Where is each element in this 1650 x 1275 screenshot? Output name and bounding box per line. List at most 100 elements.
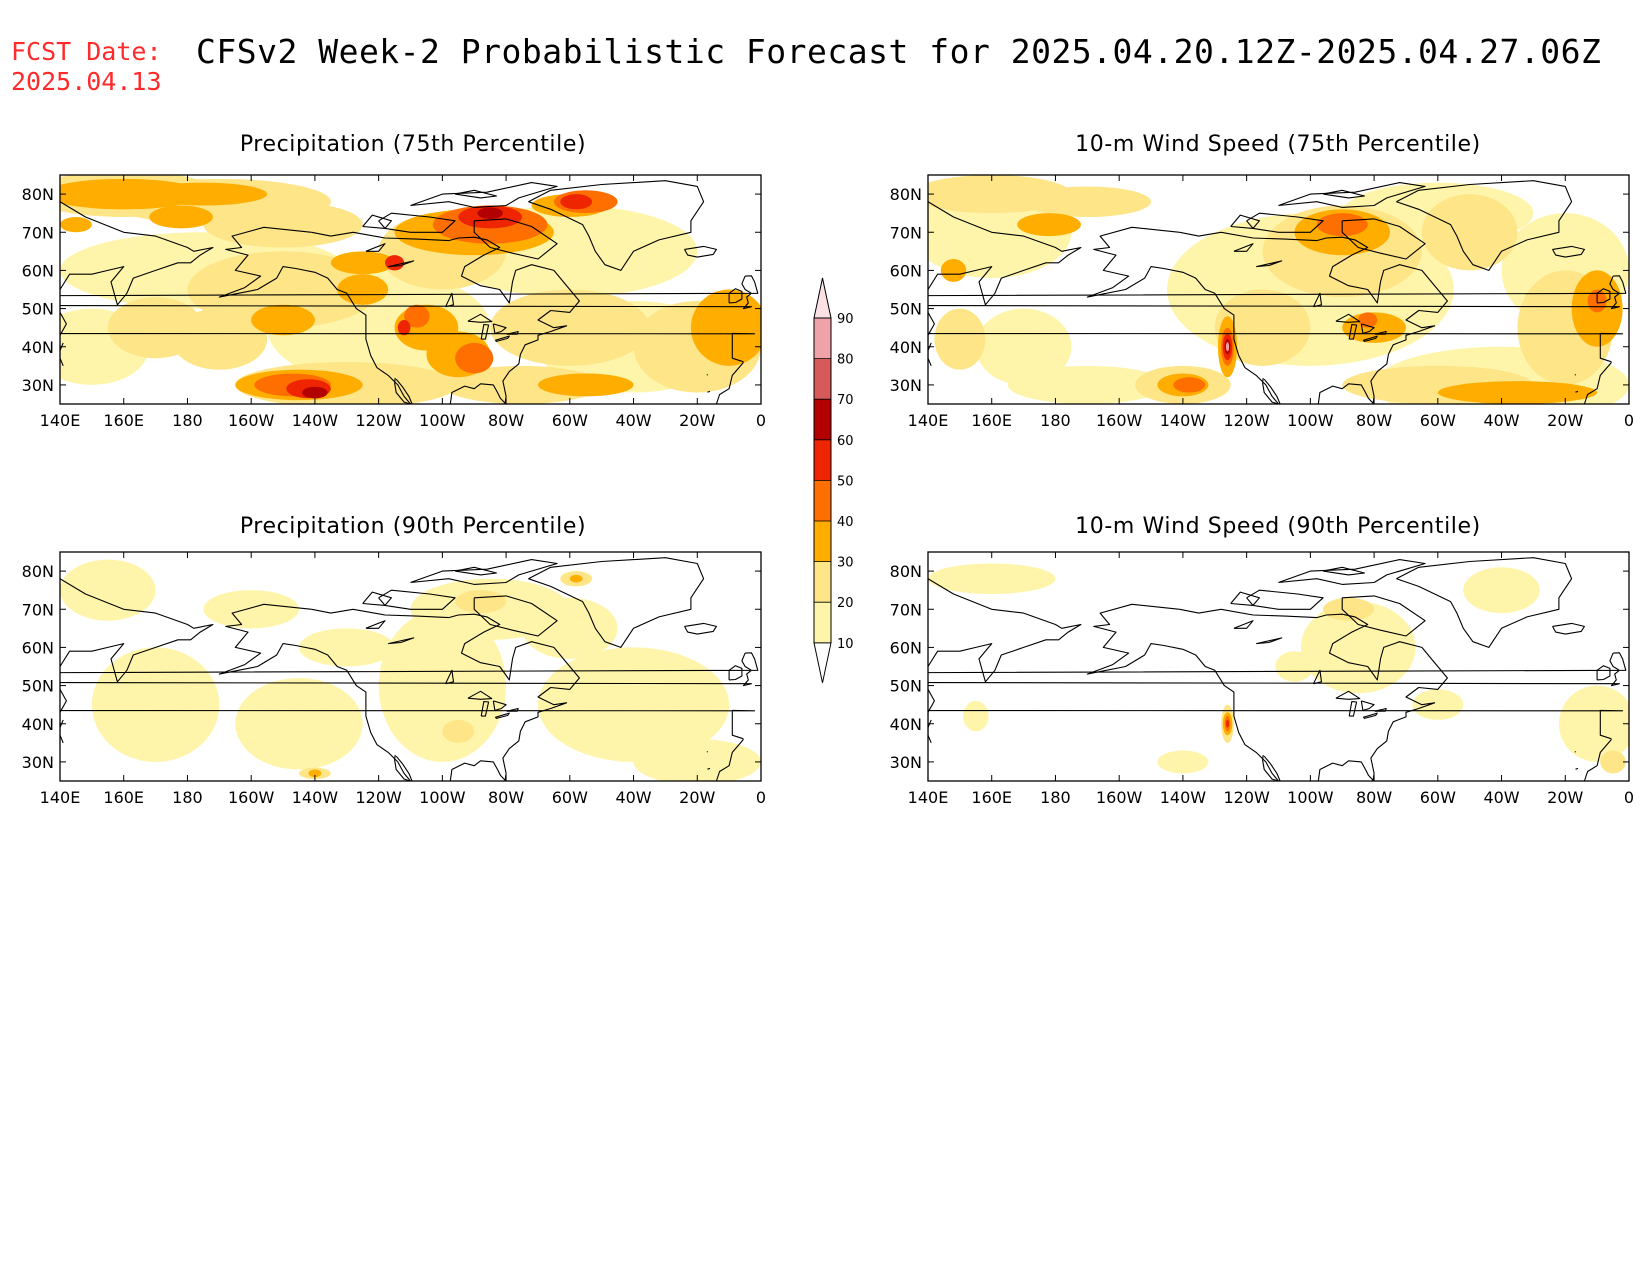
lon-tick-label: 80W	[488, 788, 524, 807]
lon-tick-label: 60W	[552, 788, 588, 807]
coastline	[1360, 700, 1375, 711]
coastline	[707, 390, 711, 393]
coastline	[728, 665, 743, 681]
coastline	[928, 201, 1082, 306]
coastline	[1552, 622, 1585, 635]
probability-area-20	[455, 590, 507, 614]
coastline	[1341, 595, 1426, 637]
lat-tick-label: 40N	[22, 715, 54, 734]
coastline	[395, 755, 413, 781]
lat-tick-label: 70N	[22, 600, 54, 619]
colorbar-segment	[814, 399, 831, 440]
map-frame	[59, 551, 762, 782]
lon-tick-label: 140E	[908, 411, 949, 430]
probability-area-50	[560, 194, 593, 210]
coastline	[1322, 566, 1366, 576]
lon-tick-label: 100W	[419, 411, 466, 430]
coastline	[60, 312, 67, 367]
coastline	[60, 201, 214, 306]
probability-area-30	[337, 274, 389, 305]
probability-area-20	[934, 308, 986, 370]
coastline	[528, 180, 705, 271]
coastline	[928, 275, 1627, 310]
lat-tick-label: 60N	[22, 261, 54, 280]
lon-tick-label: 120W	[1223, 411, 1270, 430]
map-panel-precip75: 140E 160E 180 160W 140W 120W 100W 80W 60W 40W 20W 0…	[22, 174, 766, 430]
lon-tick-label: 160E	[971, 411, 1012, 430]
coastline	[378, 212, 456, 233]
coastline	[494, 335, 510, 342]
lon-tick-label: 0	[1624, 411, 1634, 430]
coastline	[395, 378, 413, 404]
map-frame	[927, 551, 1630, 782]
colorbar-segment	[814, 561, 831, 603]
colorbar-segment	[814, 318, 831, 359]
lat-tick-label: 30N	[22, 753, 54, 772]
lat-tick-label: 70N	[890, 223, 922, 242]
coastline	[715, 362, 744, 404]
coastline	[1348, 701, 1358, 717]
map-panel-precip90: 140E 160E 180 160W 140W 120W 100W 80W 60W 40W 20W 0…	[22, 551, 766, 807]
coastline	[365, 243, 386, 252]
coastline	[1374, 707, 1387, 712]
lat-tick-label: 30N	[890, 376, 922, 395]
coastline	[1348, 324, 1358, 340]
probability-area-50	[397, 320, 411, 336]
coastline	[60, 332, 756, 363]
coastline	[1575, 767, 1579, 770]
coastline	[928, 578, 1082, 683]
coastline	[410, 559, 558, 585]
colorbar-segment	[814, 602, 831, 643]
lon-tick-label: 180	[1040, 411, 1071, 430]
lon-tick-label: 160W	[1096, 788, 1143, 807]
probability-area-10	[1007, 365, 1167, 404]
probability-area-10	[1558, 685, 1629, 762]
probability-area-20	[203, 201, 363, 248]
coastline	[492, 323, 507, 334]
lon-tick-label: 60W	[1420, 788, 1456, 807]
lat-tick-label: 50N	[890, 677, 922, 696]
colorbar-label: 70	[837, 393, 854, 408]
lon-tick-label: 180	[1040, 788, 1071, 807]
lon-tick-label: 80W	[1356, 788, 1392, 807]
coastline	[1313, 292, 1323, 308]
colorbar-segment	[814, 439, 831, 481]
probability-area-10	[1412, 689, 1464, 720]
lon-tick-label: 160W	[228, 788, 275, 807]
colorbar-label: 90	[837, 312, 854, 327]
probability-area-10	[963, 700, 989, 732]
lat-tick-label: 50N	[22, 677, 54, 696]
lon-tick-label: 140E	[908, 788, 949, 807]
lat-tick-label: 80N	[890, 185, 922, 204]
coastline	[1230, 214, 1260, 229]
coastline	[928, 709, 1624, 740]
lon-tick-label: 140W	[1160, 411, 1207, 430]
lon-tick-label: 60W	[1420, 411, 1456, 430]
colorbar-label: 20	[837, 596, 854, 611]
coastline	[388, 260, 415, 268]
probability-area-10	[537, 647, 730, 762]
probability-area-30	[1017, 213, 1081, 237]
probability-area-20	[1600, 750, 1626, 774]
coastline	[528, 557, 705, 648]
coastline	[1246, 589, 1324, 610]
probability-area-50	[385, 255, 405, 271]
lon-tick-label: 140E	[40, 788, 81, 807]
coastline	[506, 707, 519, 712]
coastline	[1086, 226, 1280, 404]
probability-area-60	[477, 207, 503, 219]
coastline	[388, 637, 415, 645]
coastline	[1360, 323, 1375, 334]
probability-area-10	[91, 647, 220, 762]
lat-tick-label: 50N	[890, 300, 922, 319]
probability-area-80	[1225, 342, 1230, 352]
probability-area-40	[404, 304, 430, 328]
lat-tick-label: 40N	[22, 338, 54, 357]
probability-area-10	[1300, 601, 1416, 694]
coastline	[1256, 637, 1283, 645]
coastline	[473, 595, 558, 637]
probability-area-30	[139, 182, 268, 206]
map-frame	[927, 174, 1630, 405]
coastline	[1396, 180, 1573, 271]
probability-area-30	[251, 304, 315, 336]
